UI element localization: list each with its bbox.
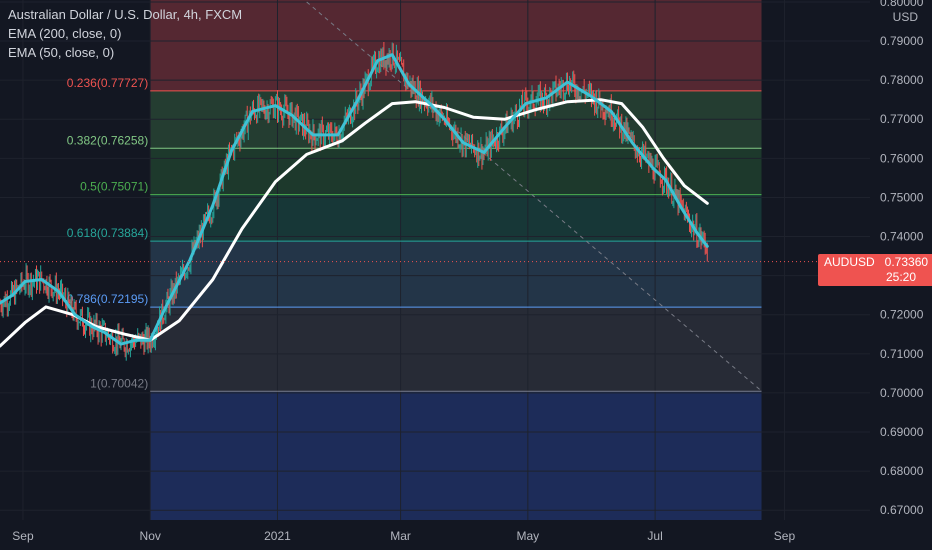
- x-tick-6: Sep: [774, 529, 796, 543]
- y-tick-5: 0.75000: [880, 190, 924, 204]
- y-tick-11: 0.69000: [880, 425, 924, 439]
- ema200-line[interactable]: [0, 98, 709, 348]
- y-tick-0: 0.80000: [880, 0, 924, 9]
- y-tick-8: 0.72000: [880, 308, 924, 322]
- fib-label-2: 0.5(0.75071): [80, 180, 148, 194]
- fib-label-1: 0.382(0.76258): [67, 133, 148, 147]
- y-tick-6: 0.74000: [880, 230, 924, 244]
- x-tick-0: Sep: [12, 529, 34, 543]
- x-tick-5: Jul: [647, 529, 662, 543]
- fib-zones: [150, 0, 762, 520]
- ema-lines: [0, 53, 709, 348]
- fib-label-5: 1(0.70042): [90, 376, 148, 390]
- y-tick-2: 0.78000: [880, 73, 924, 87]
- fib-zone-6: [150, 391, 762, 520]
- fib-label-0: 0.236(0.77727): [67, 76, 148, 90]
- legend-ema50[interactable]: EMA (50, close, 0): [8, 45, 115, 60]
- fib-zone-0: [150, 0, 762, 91]
- y-tick-13: 0.67000: [880, 503, 924, 517]
- x-axis: Sep Nov 2021 Mar May Jul Sep: [0, 520, 932, 550]
- ema50-line[interactable]: [0, 53, 709, 346]
- y-tick-9: 0.71000: [880, 347, 924, 361]
- fib-zone-4: [150, 241, 762, 308]
- x-tick-3: Mar: [390, 529, 411, 543]
- y-tick-4: 0.76000: [880, 151, 924, 165]
- legend-ema200[interactable]: EMA (200, close, 0): [8, 26, 122, 41]
- y-tick-12: 0.68000: [880, 464, 924, 478]
- legend-title[interactable]: Australian Dollar / U.S. Dollar, 4h, FXC…: [8, 7, 243, 22]
- x-tick-4: May: [517, 529, 540, 543]
- fib-zone-5: [150, 307, 762, 392]
- fib-zone-3: [150, 194, 762, 242]
- fib-label-3: 0.618(0.73884): [67, 226, 148, 240]
- y-tick-1: 0.79000: [880, 34, 924, 48]
- price-tag-value: 0.73360: [884, 255, 929, 269]
- grid: [0, 0, 870, 520]
- price-tag-countdown: 25:20: [886, 270, 917, 284]
- x-tick-1: Nov: [140, 529, 161, 543]
- x-axis-bg: [0, 520, 932, 550]
- price-tag-symbol: AUDUSD: [824, 255, 875, 269]
- y-tick-3: 0.77000: [880, 112, 924, 126]
- fib-label-4: 0.786(0.72195): [67, 292, 148, 306]
- trend-line-dashed[interactable]: [306, 1, 762, 392]
- chart-legend: Australian Dollar / U.S. Dollar, 4h, FXC…: [8, 5, 242, 62]
- fib-retracement: 0.236(0.77727) 0.382(0.76258) 0.5(0.75071)…: [67, 76, 762, 392]
- x-tick-2: 2021: [264, 529, 291, 543]
- y-tick-10: 0.70000: [880, 386, 924, 400]
- current-price-tag: AUDUSD 0.73360 25:20: [818, 254, 932, 286]
- currency-label[interactable]: USD: [892, 10, 918, 24]
- trend-line: [306, 1, 762, 392]
